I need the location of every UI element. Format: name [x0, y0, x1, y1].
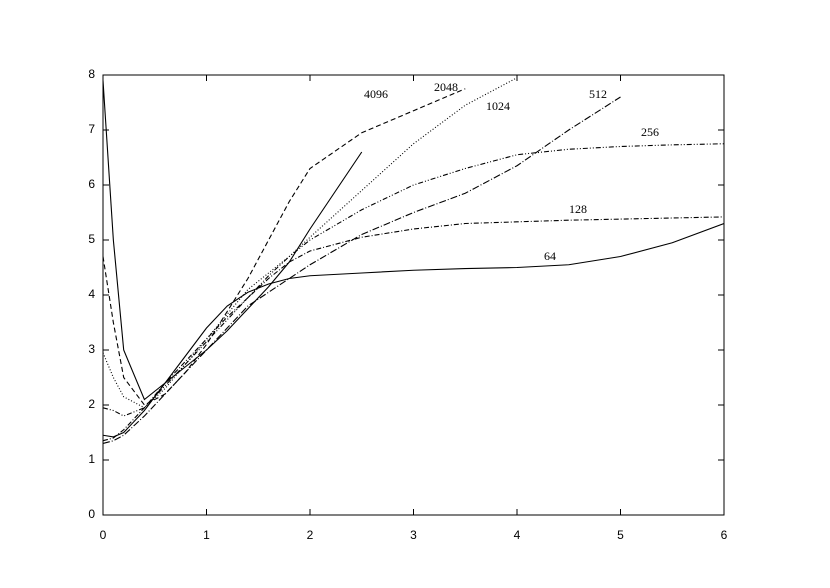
- y-tick-label: 3: [88, 342, 95, 356]
- curve-label: 64: [544, 249, 556, 263]
- x-tick-label: 0: [100, 528, 107, 542]
- y-tick-label: 0: [88, 507, 95, 521]
- x-tick-label: 3: [410, 528, 417, 542]
- series-line: [103, 216, 724, 442]
- y-tick-label: 4: [88, 287, 95, 301]
- curve-label: 1024: [486, 99, 510, 113]
- x-tick-label: 5: [617, 528, 624, 542]
- y-tick-label: 5: [88, 232, 95, 246]
- x-tick-label: 2: [307, 528, 314, 542]
- x-tick-label: 4: [514, 528, 521, 542]
- x-tick-label: 1: [203, 528, 210, 542]
- y-tick-label: 8: [88, 67, 95, 81]
- curve-label: 2048: [434, 80, 458, 94]
- y-tick-label: 6: [88, 177, 95, 191]
- series-line: [103, 143, 724, 417]
- series-line: [103, 77, 518, 409]
- y-tick-label: 7: [88, 122, 95, 136]
- series-line: [103, 88, 466, 406]
- x-tick-label: 6: [721, 528, 728, 542]
- y-tick-label: 2: [88, 397, 95, 411]
- series-line: [103, 96, 621, 445]
- plot-lines: [103, 77, 724, 445]
- series-line: [103, 222, 724, 438]
- curve-label: 4096: [364, 87, 388, 101]
- curve-label: 256: [641, 125, 659, 139]
- series-line: [103, 80, 363, 401]
- plot-frame: [102, 74, 725, 516]
- curve-label: 128: [569, 202, 587, 216]
- y-tick-label: 1: [88, 452, 95, 466]
- curve-label: 512: [589, 87, 607, 101]
